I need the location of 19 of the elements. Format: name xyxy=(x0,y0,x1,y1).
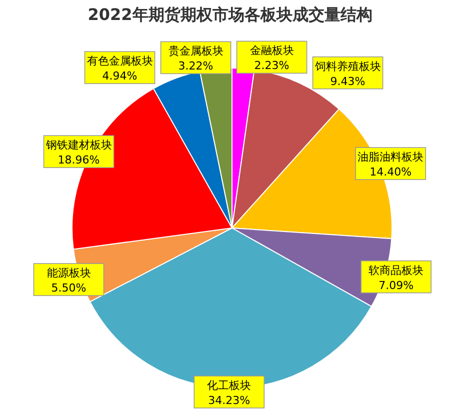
slice-label: 有色金属板块 xyxy=(86,54,153,68)
slice-label: 化工板块 xyxy=(207,379,252,392)
chart-title: 2022年期货期权市场各板块成交量结构 xyxy=(88,5,372,24)
slice-label: 金融板块 xyxy=(250,44,294,58)
slice-label: 饲料养殖板块 xyxy=(314,60,381,73)
data-label: 4.94% xyxy=(102,70,138,83)
data-label: 18.96% xyxy=(58,154,100,167)
data-label: 3.22% xyxy=(178,60,214,73)
data-label: 7.09% xyxy=(378,278,414,292)
slice-label: 贵金属板块 xyxy=(168,44,224,58)
slice-label: 钢铁建材板块 xyxy=(44,138,112,152)
slice-label: 软商品板块 xyxy=(368,264,424,277)
data-label: 5.50% xyxy=(51,282,86,295)
data-label: 9.43% xyxy=(330,74,366,88)
data-label: 14.40% xyxy=(370,166,412,179)
slice-label: 能源板块 xyxy=(46,266,91,280)
data-label: 2.23% xyxy=(254,59,290,72)
data-label: 34.23% xyxy=(208,394,250,407)
slice-label: 油脂油料板块 xyxy=(358,150,424,164)
